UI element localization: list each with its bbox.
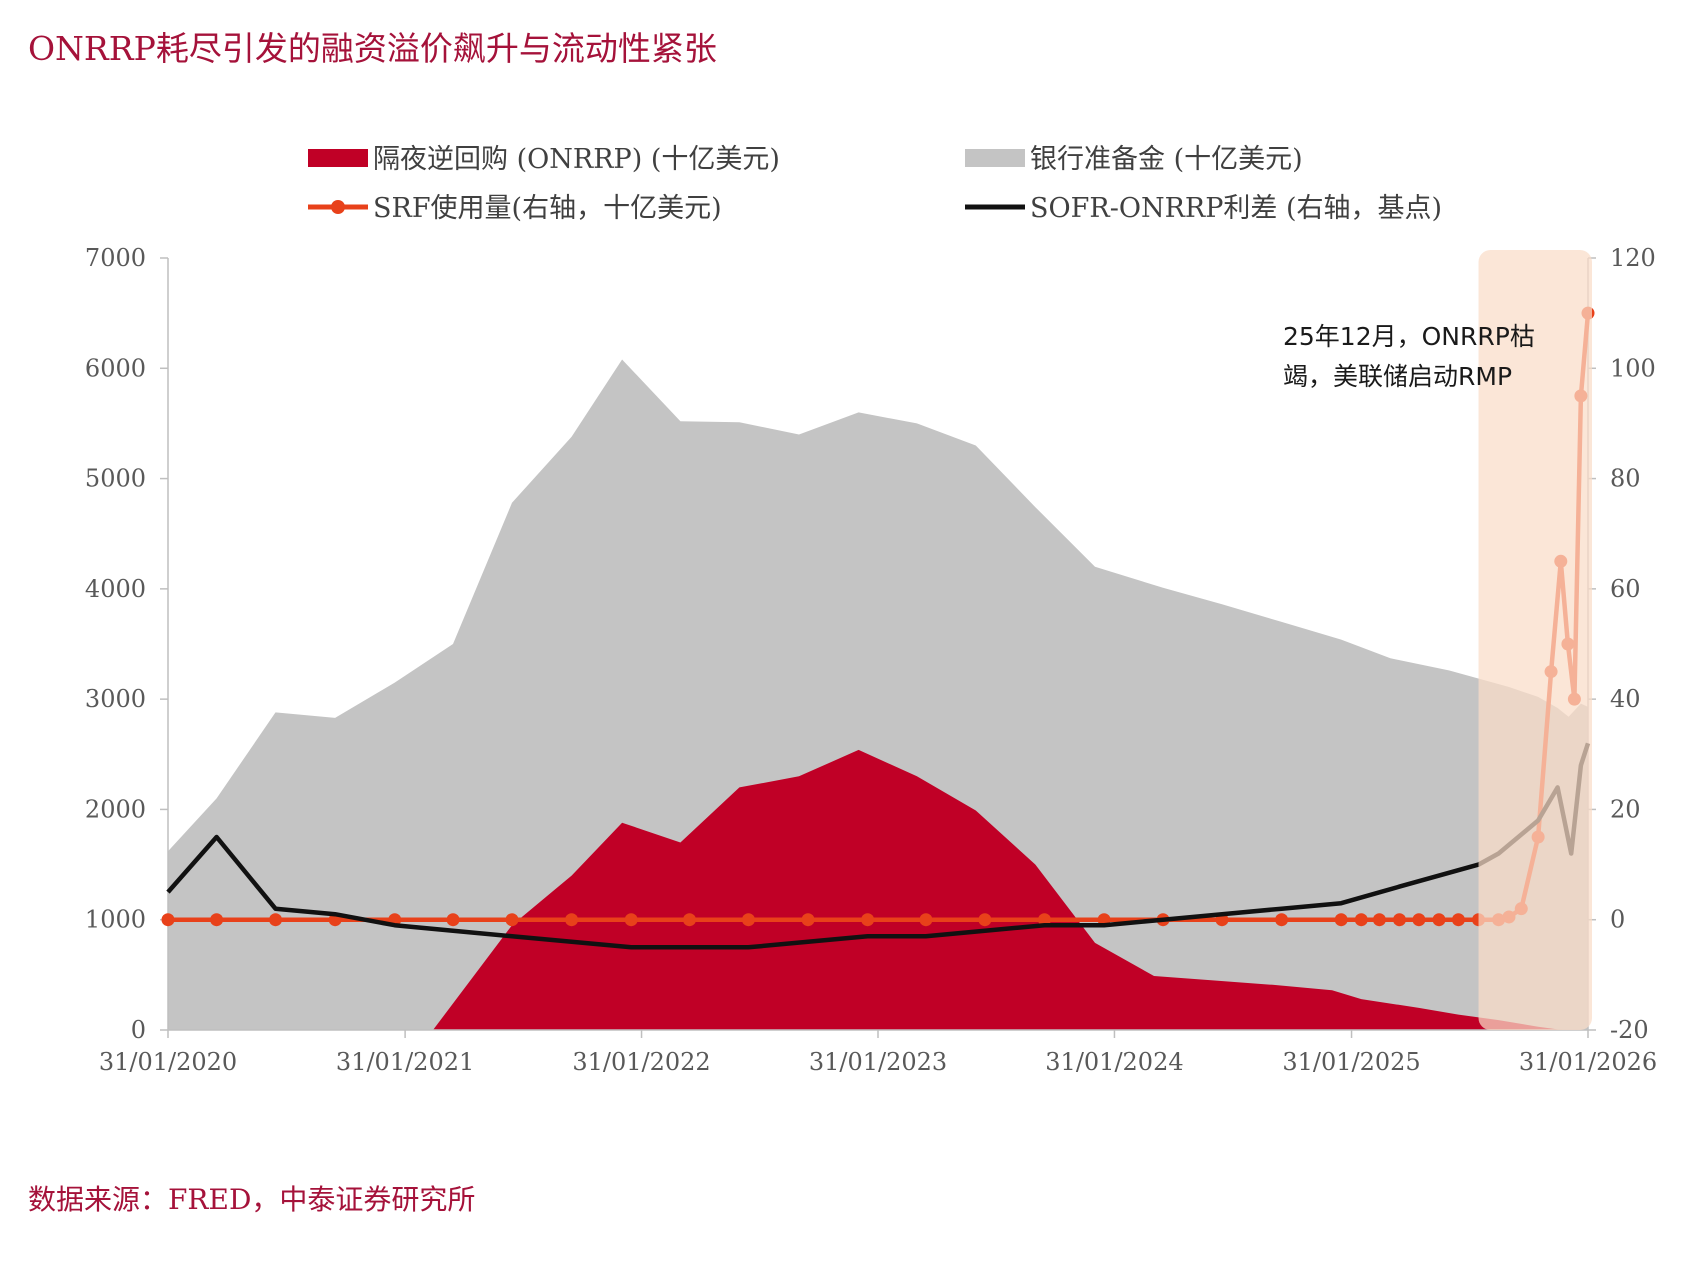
srf-data-point xyxy=(565,913,579,927)
srf-data-point xyxy=(801,913,815,927)
line-series-layer xyxy=(161,250,1595,1030)
x-tick-label: 31/01/2022 xyxy=(572,1048,710,1076)
srf-data-point xyxy=(624,913,638,927)
legend-swatch xyxy=(308,149,368,167)
srf-data-point xyxy=(919,913,933,927)
x-tick-label: 31/01/2023 xyxy=(809,1048,947,1076)
srf-data-point xyxy=(1392,913,1406,927)
srf-data-point xyxy=(1432,913,1446,927)
right-tick-label: 100 xyxy=(1610,354,1656,382)
x-tick-label: 31/01/2026 xyxy=(1519,1048,1657,1076)
area-series-bank-reserves xyxy=(168,359,1588,1030)
legend-label: 银行准备金 (十亿美元) xyxy=(1030,144,1303,175)
right-tick-label: 20 xyxy=(1610,795,1641,823)
srf-data-point xyxy=(1412,913,1426,927)
left-tick-label: 6000 xyxy=(85,354,146,382)
area-series-onrrp xyxy=(168,749,1588,1030)
srf-data-point xyxy=(1334,913,1348,927)
srf-data-point xyxy=(682,913,696,927)
srf-data-point xyxy=(1354,913,1368,927)
legend-swatch xyxy=(965,149,1025,167)
right-tick-label: 80 xyxy=(1610,465,1641,493)
right-tick-label: 40 xyxy=(1610,685,1641,713)
x-tick-label: 31/01/2025 xyxy=(1282,1048,1420,1076)
legend-marker xyxy=(331,200,345,214)
srf-data-point xyxy=(161,913,175,927)
left-tick-label: 2000 xyxy=(85,795,146,823)
left-tick-label: 3000 xyxy=(85,685,146,713)
srf-data-point xyxy=(741,913,755,927)
left-tick-label: 7000 xyxy=(85,244,146,272)
left-tick-label: 1000 xyxy=(85,906,146,934)
srf-data-point xyxy=(1275,913,1289,927)
left-tick-label: 0 xyxy=(131,1016,146,1044)
right-tick-label: 60 xyxy=(1610,575,1641,603)
legend-label: SOFR-ONRRP利差 (右轴，基点) xyxy=(1030,193,1442,224)
area-series-layer xyxy=(168,359,1588,1030)
srf-data-point xyxy=(978,913,992,927)
source-note: 数据来源：FRED，中泰证券研究所 xyxy=(28,1183,476,1216)
page-title: ONRRP耗尽引发的融资溢价飙升与流动性紧张 xyxy=(28,29,717,68)
srf-data-point xyxy=(861,913,875,927)
legend: 隔夜逆回购 (ONRRP) (十亿美元) 银行准备金 (十亿美元) SRF使用量(右… xyxy=(308,144,1442,224)
legend-label: SRF使用量(右轴，十亿美元) xyxy=(373,193,722,224)
srf-data-point xyxy=(1451,913,1465,927)
left-tick-label: 4000 xyxy=(85,575,146,603)
x-tick-label: 31/01/2020 xyxy=(99,1048,237,1076)
x-tick-label: 31/01/2021 xyxy=(336,1048,474,1076)
srf-data-point xyxy=(505,913,519,927)
right-tick-label: 120 xyxy=(1610,244,1656,272)
srf-data-point xyxy=(269,913,283,927)
left-tick-label: 5000 xyxy=(85,465,146,493)
right-tick-label: -20 xyxy=(1610,1016,1649,1044)
annotation-line: 竭，美联储启动RMP xyxy=(1283,362,1512,391)
srf-data-point xyxy=(210,913,224,927)
highlight-band xyxy=(1478,250,1592,1030)
right-tick-label: 0 xyxy=(1610,906,1625,934)
x-tick-label: 31/01/2024 xyxy=(1045,1048,1183,1076)
srf-data-point xyxy=(446,913,460,927)
axes-layer: 0 1000 2000 3000 4000 5000 6000 7000 -20 0 20 40 60 8… xyxy=(85,244,1657,1076)
srf-data-point xyxy=(1372,913,1386,927)
legend-label: 隔夜逆回购 (ONRRP) (十亿美元) xyxy=(373,144,780,175)
annotation-line: 25年12月，ONRRP枯 xyxy=(1283,322,1535,351)
